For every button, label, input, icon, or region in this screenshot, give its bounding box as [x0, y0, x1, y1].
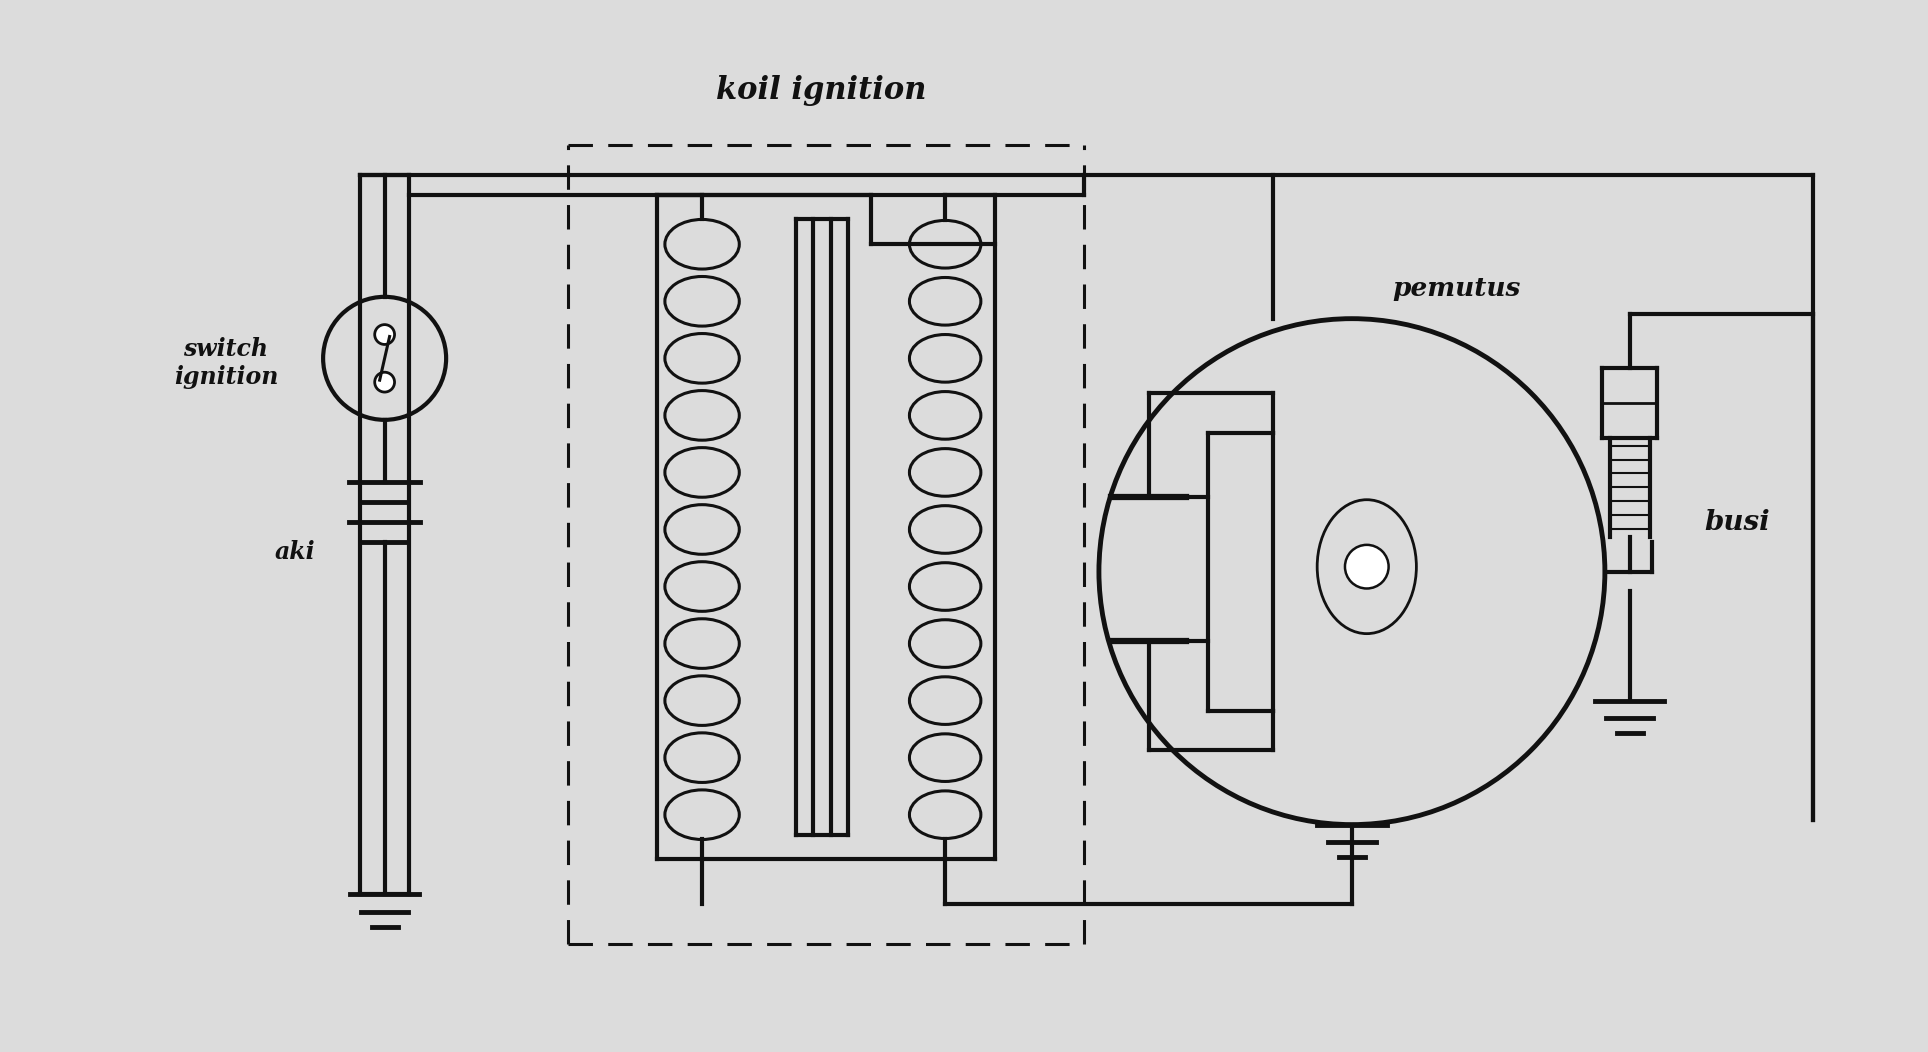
Ellipse shape: [1317, 500, 1417, 633]
Circle shape: [374, 372, 395, 392]
Text: koil ignition: koil ignition: [715, 75, 925, 106]
Text: busi: busi: [1704, 508, 1770, 535]
Text: aki: aki: [276, 540, 316, 564]
Text: pemutus: pemutus: [1392, 277, 1521, 301]
Text: switch
ignition: switch ignition: [174, 338, 278, 389]
Circle shape: [374, 325, 395, 344]
Circle shape: [1346, 545, 1388, 588]
